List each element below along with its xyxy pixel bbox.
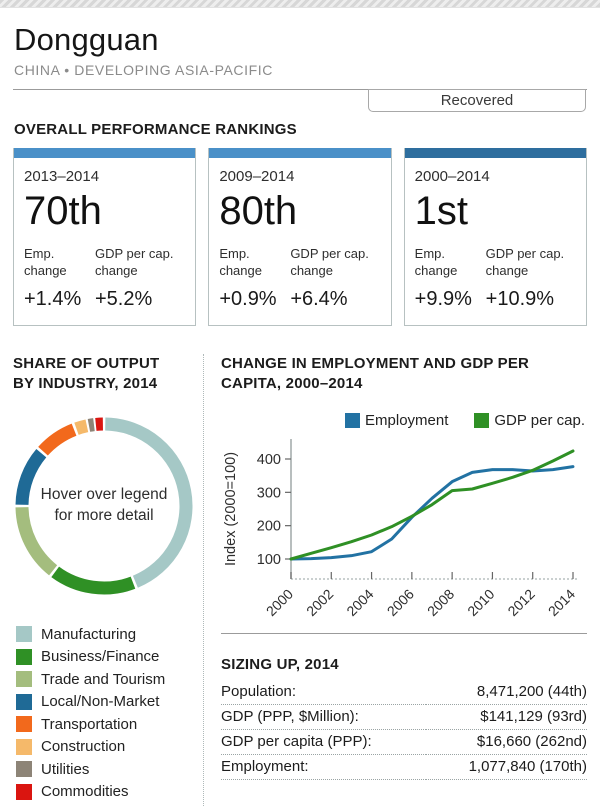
header: Dongguan CHINA • DEVELOPING ASIA-PACIFIC: [0, 8, 600, 78]
donut-segment-manufacturing[interactable]: [105, 424, 186, 582]
legend-item-manufacturing[interactable]: Manufacturing: [16, 626, 195, 643]
sizing-table: Population: 8,471,200 (44th) GDP (PPP, $…: [221, 680, 587, 780]
emp-change-value: +9.9%: [415, 288, 486, 311]
construction-swatch-icon: [16, 739, 32, 755]
legend-item-utilities[interactable]: Utilities: [16, 761, 195, 778]
ranking-card-2009-2014: 2009–2014 80th Emp. change +0.9% GDP per…: [208, 148, 391, 326]
series-line-gdp-per-cap-[interactable]: [291, 451, 573, 559]
stat-label: Population:: [221, 680, 426, 705]
business-finance-swatch-icon: [16, 649, 32, 665]
industry-output-panel: SHARE OF OUTPUT BY INDUSTRY, 2014 Hover …: [13, 354, 204, 806]
ranking-card-2000-2014: 2000–2014 1st Emp. change +9.9% GDP per …: [404, 148, 587, 326]
stat-value: 8,471,200 (44th): [426, 680, 587, 705]
top-texture-bar: [0, 0, 600, 8]
legend-item-commodities[interactable]: Commodities: [16, 783, 195, 800]
emp-change-label: Emp. change: [219, 246, 271, 280]
rank-value: 1st: [415, 189, 576, 234]
table-row: GDP per capita (PPP): $16,660 (262nd): [221, 729, 587, 754]
trade-tourism-swatch-icon: [16, 671, 32, 687]
y-tick-label: 100: [257, 552, 281, 568]
employment-gdp-panel: CHANGE IN EMPLOYMENT AND GDP PER CAPITA,…: [204, 354, 587, 806]
legend-item-trade-tourism[interactable]: Trade and Tourism: [16, 671, 195, 688]
status-tab-recovered[interactable]: Recovered: [368, 89, 586, 112]
gdp-change-label: GDP per cap. change: [290, 246, 376, 280]
y-tick-label: 400: [257, 452, 281, 468]
local-non-market-swatch-icon: [16, 694, 32, 710]
period-label: 2009–2014: [219, 168, 380, 185]
emp-change-value: +0.9%: [219, 288, 290, 311]
period-label: 2013–2014: [24, 168, 185, 185]
card-accent-bar: [405, 148, 586, 158]
x-tick-label: 2008: [424, 585, 457, 618]
emp-change-label: Emp. change: [415, 246, 467, 280]
sizing-section-title: SIZING UP, 2014: [221, 656, 587, 673]
gdp-change-value: +6.4%: [290, 288, 380, 311]
donut-segment-trade-and-tourism[interactable]: [22, 507, 53, 570]
x-tick-label: 2004: [343, 585, 376, 618]
x-tick-label: 2014: [545, 585, 578, 618]
emp-change-value: +1.4%: [24, 288, 95, 311]
header-divider: Recovered: [13, 89, 587, 113]
legend-item-employment[interactable]: Employment: [345, 412, 448, 429]
x-tick-label: 2006: [384, 585, 417, 618]
donut-segment-business-finance[interactable]: [55, 571, 133, 587]
legend-item-gdp-per-cap[interactable]: GDP per cap.: [474, 412, 585, 429]
industry-donut-chart[interactable]: [14, 416, 194, 596]
rankings-section-title: OVERALL PERFORMANCE RANKINGS: [14, 121, 600, 138]
stat-value: $16,660 (262nd): [426, 729, 587, 754]
y-tick-label: 300: [257, 485, 281, 501]
ranking-card-2013-2014: 2013–2014 70th Emp. change +1.4% GDP per…: [13, 148, 196, 326]
table-row: GDP (PPP, $Million): $141,129 (93rd): [221, 704, 587, 729]
stat-label: Employment:: [221, 754, 426, 779]
gdp-per-cap-swatch-icon: [474, 413, 489, 428]
series-line-employment[interactable]: [291, 466, 573, 558]
gdp-change-value: +10.9%: [486, 288, 576, 311]
table-row: Employment: 1,077,840 (170th): [221, 754, 587, 779]
legend-item-local-non-market[interactable]: Local/Non-Market: [16, 693, 195, 710]
manufacturing-swatch-icon: [16, 626, 32, 642]
sizing-divider: [221, 633, 587, 634]
gdp-change-label: GDP per cap. change: [95, 246, 181, 280]
stat-value: 1,077,840 (170th): [426, 754, 587, 779]
donut-segment-construction[interactable]: [76, 425, 86, 428]
employment-swatch-icon: [345, 413, 360, 428]
region-subtitle: CHINA • DEVELOPING ASIA-PACIFIC: [14, 62, 586, 78]
emp-change-label: Emp. change: [24, 246, 76, 280]
industry-legend: Manufacturing Business/Finance Trade and…: [13, 626, 195, 801]
ranking-cards: 2013–2014 70th Emp. change +1.4% GDP per…: [13, 148, 587, 326]
card-accent-bar: [209, 148, 390, 158]
card-accent-bar: [14, 148, 195, 158]
utilities-swatch-icon: [16, 761, 32, 777]
rank-value: 70th: [24, 189, 185, 234]
stat-label: GDP (PPP, $Million):: [221, 704, 426, 729]
x-tick-label: 2002: [303, 585, 336, 618]
x-tick-label: 2000: [263, 585, 296, 618]
gdp-change-value: +5.2%: [95, 288, 185, 311]
stat-label: GDP per capita (PPP):: [221, 729, 426, 754]
period-label: 2000–2014: [415, 168, 576, 185]
transportation-swatch-icon: [16, 716, 32, 732]
donut-segment-utilities[interactable]: [89, 424, 94, 425]
legend-item-business-finance[interactable]: Business/Finance: [16, 648, 195, 665]
x-tick-label: 2012: [504, 585, 537, 618]
commodities-swatch-icon: [16, 784, 32, 800]
x-tick-label: 2010: [464, 585, 497, 618]
stat-value: $141,129 (93rd): [426, 704, 587, 729]
chart-section-title: CHANGE IN EMPLOYMENT AND GDP PER CAPITA,…: [221, 354, 581, 394]
y-tick-label: 200: [257, 518, 281, 534]
page-title: Dongguan: [14, 22, 586, 58]
y-axis-label: Index (2000=100): [223, 452, 239, 566]
rank-value: 80th: [219, 189, 380, 234]
table-row: Population: 8,471,200 (44th): [221, 680, 587, 705]
legend-item-construction[interactable]: Construction: [16, 738, 195, 755]
donut-segment-local-non-market[interactable]: [22, 453, 41, 505]
line-chart-legend: Employment GDP per cap.: [221, 412, 585, 429]
donut-segment-transportation[interactable]: [43, 429, 74, 451]
output-section-title: SHARE OF OUTPUT BY INDUSTRY, 2014: [13, 354, 183, 394]
gdp-change-label: GDP per cap. change: [486, 246, 572, 280]
legend-item-transportation[interactable]: Transportation: [16, 716, 195, 733]
